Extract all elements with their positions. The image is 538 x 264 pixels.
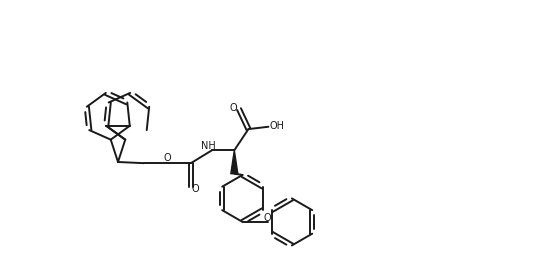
Polygon shape — [231, 150, 238, 174]
Text: O: O — [191, 184, 199, 194]
Text: NH: NH — [201, 141, 215, 151]
Text: O: O — [164, 153, 171, 163]
Text: OH: OH — [270, 121, 285, 131]
Text: O: O — [264, 213, 271, 223]
Text: O: O — [229, 103, 237, 113]
